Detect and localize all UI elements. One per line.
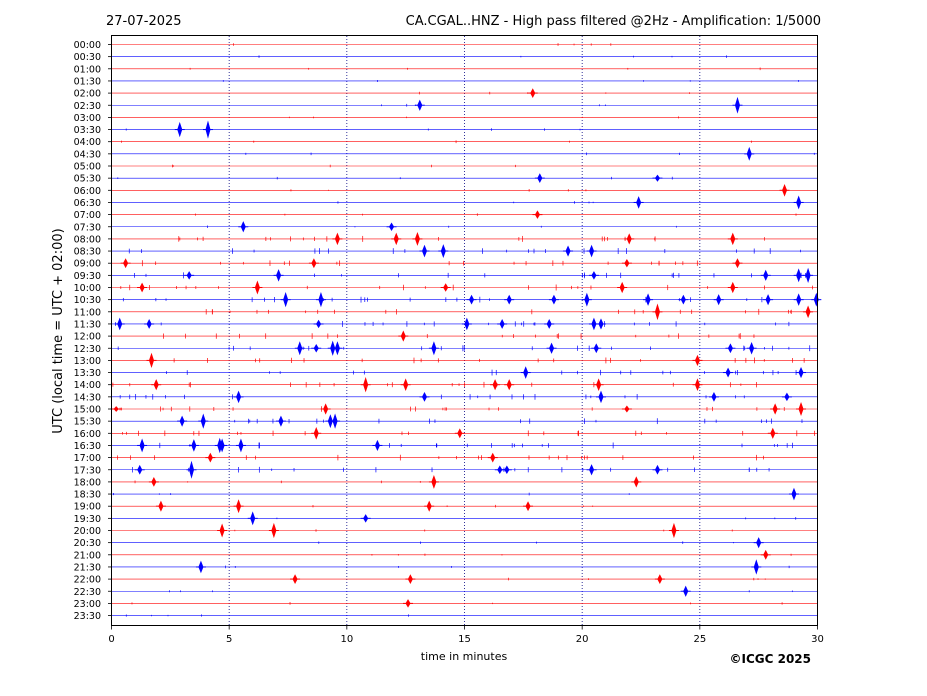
- y-tick-label: 08:30: [74, 247, 101, 258]
- y-tick-label: 22:00: [74, 575, 101, 586]
- copyright-label: ©ICGC 2025: [729, 652, 811, 666]
- y-tick-label: 00:30: [74, 52, 101, 63]
- y-tick-label: 02:00: [74, 89, 101, 100]
- x-tick-label: 5: [226, 634, 232, 645]
- y-tick-label: 15:00: [74, 405, 101, 416]
- x-tick-label: 30: [811, 634, 824, 645]
- y-tick-label: 14:00: [74, 380, 101, 391]
- y-tick-label: 18:00: [74, 477, 101, 488]
- y-tick-label: 16:00: [74, 429, 101, 440]
- y-tick-label: 11:00: [74, 307, 101, 318]
- y-tick-label: 19:30: [74, 514, 101, 525]
- y-tick-label: 20:00: [74, 526, 101, 537]
- y-tick-label: 02:30: [74, 101, 101, 112]
- y-tick-label: 05:00: [74, 162, 101, 173]
- y-tick-label: 00:00: [74, 40, 101, 51]
- y-tick-label: 13:30: [74, 368, 101, 379]
- y-tick-label: 06:00: [74, 186, 101, 197]
- x-tick-label: 15: [458, 634, 471, 645]
- vertical-grid: [228, 36, 701, 625]
- y-axis-label: UTC (local time = UTC + 02:00): [51, 228, 66, 433]
- y-tick-label: 20:30: [74, 538, 101, 549]
- plot-frame: [111, 35, 818, 626]
- y-tick-label: 23:00: [74, 599, 101, 610]
- y-tick-label: 09:00: [74, 259, 101, 270]
- seismic-traces: [111, 43, 822, 617]
- y-tick-label: 12:30: [74, 344, 101, 355]
- y-tick-label: 01:30: [74, 76, 101, 87]
- y-tick-label: 21:00: [74, 550, 101, 561]
- y-tick-label: 04:30: [74, 149, 101, 160]
- y-tick-label: 14:30: [74, 392, 101, 403]
- x-tick-label: 25: [693, 634, 706, 645]
- y-tick-label: 10:30: [74, 295, 101, 306]
- y-tick-label: 06:30: [74, 198, 101, 209]
- x-tick-label: 10: [340, 634, 353, 645]
- y-tick-label: 15:30: [74, 417, 101, 428]
- y-tick-label: 17:00: [74, 453, 101, 464]
- y-tick-label: 23:30: [74, 611, 101, 622]
- y-tick-label: 22:30: [74, 587, 101, 598]
- y-tick-label: 13:00: [74, 356, 101, 367]
- y-tick-label: 05:30: [74, 174, 101, 185]
- y-tick-label: 21:30: [74, 562, 101, 573]
- x-tick-labels: 0 5 10 15 20 25 30: [108, 625, 824, 645]
- y-tick-label: 09:30: [74, 271, 101, 282]
- y-tick-label: 17:30: [74, 465, 101, 476]
- x-tick-label: 0: [108, 634, 114, 645]
- y-tick-label: 04:00: [74, 137, 101, 148]
- y-tick-label: 12:00: [74, 332, 101, 343]
- x-tick-label: 20: [576, 634, 589, 645]
- date-label: 27-07-2025: [106, 14, 182, 29]
- y-tick-label: 03:00: [74, 113, 101, 124]
- y-tick-label: 19:00: [74, 502, 101, 513]
- y-tick-label: 11:30: [74, 319, 101, 330]
- chart-title: CA.CGAL..HNZ - High pass filtered @2Hz -…: [406, 14, 821, 29]
- y-tick-label: 07:00: [74, 210, 101, 221]
- y-tick-label: 01:00: [74, 64, 101, 75]
- y-tick-label: 18:30: [74, 490, 101, 501]
- y-tick-label: 08:00: [74, 234, 101, 245]
- y-tick-label: 03:30: [74, 125, 101, 136]
- y-tick-label: 10:00: [74, 283, 101, 294]
- y-tick-label: 07:30: [74, 222, 101, 233]
- x-axis-label: time in minutes: [421, 650, 508, 663]
- y-tick-label: 16:30: [74, 441, 101, 452]
